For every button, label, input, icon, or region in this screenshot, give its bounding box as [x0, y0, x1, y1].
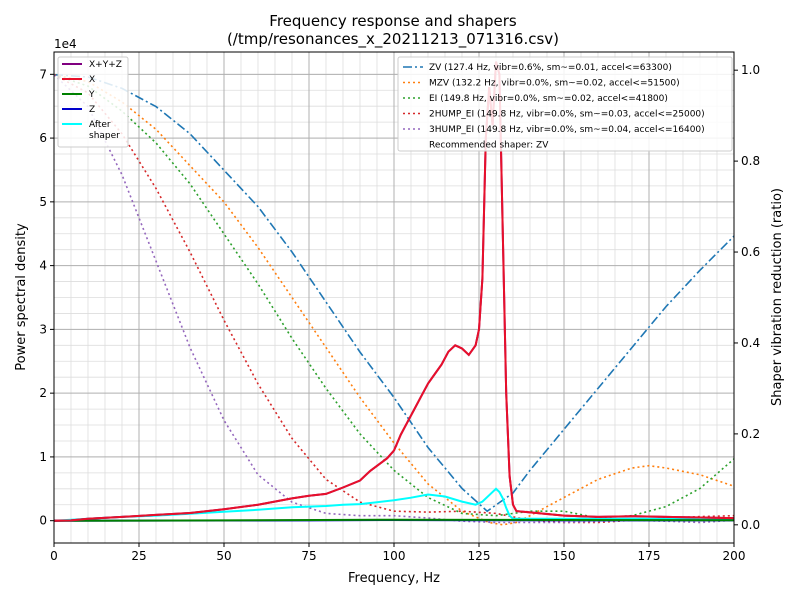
y-exponent-label: 1e4: [54, 37, 77, 51]
x-tick-label: 200: [723, 549, 746, 563]
y2-axis-label: Shaper vibration reduction (ratio): [770, 188, 785, 406]
psd-curve-4: [53, 487, 734, 522]
y-tick-label: 1: [39, 450, 47, 464]
y-axis-label: Power spectral density: [14, 223, 29, 371]
y-tick-label: 6: [39, 131, 47, 145]
psd-legend-label: X+Y+Z: [89, 60, 122, 70]
recommended-shaper-label: Recommended shaper: ZV: [429, 141, 549, 151]
psd-legend-label: X: [89, 75, 95, 85]
shaper-curve-3: [53, 73, 735, 524]
chart-title: Frequency response and shapers: [269, 12, 517, 30]
x-tick-label: 125: [468, 549, 491, 563]
shaper-legend-label: EI (149.8 Hz, vibr=0.0%, sm~=0.02, accel…: [429, 94, 668, 104]
shaper-curve-0: [53, 73, 735, 513]
x-axis-label: Frequency, Hz: [348, 571, 440, 586]
psd-legend-label: shaper: [89, 131, 120, 141]
y-tick-label: 4: [39, 259, 47, 273]
plot-curves: [53, 61, 735, 526]
chart-subtitle: (/tmp/resonances_x_20211213_071316.csv): [227, 30, 559, 49]
y2-tick-label: 1.0: [741, 63, 760, 77]
y-tick-label: 2: [39, 386, 47, 400]
shaper-curve-4: [53, 74, 735, 524]
shaper-legend-box: [397, 56, 733, 152]
shaper-legend-label: ZV (127.4 Hz, vibr=0.6%, sm~=0.01, accel…: [429, 63, 672, 73]
psd-curve-2: [53, 518, 735, 522]
y2-axis-ticks: 0.0 0.2 0.4 0.6 0.8 1.0: [734, 63, 760, 532]
x-tick-label: 75: [301, 549, 316, 563]
shaper-legend-label: MZV (132.2 Hz, vibr=0.0%, sm~=0.02, acce…: [429, 79, 680, 89]
y2-tick-label: 0.6: [741, 245, 760, 259]
y-tick-label: 3: [39, 322, 47, 336]
y2-tick-label: 0.8: [741, 154, 760, 168]
x-tick-label: 175: [638, 549, 661, 563]
y-axis-ticks: 0 1 2 3 4 5 6 7: [39, 67, 54, 528]
x-tick-label: 150: [553, 549, 576, 563]
x-tick-label: 0: [50, 549, 58, 563]
x-tick-label: 50: [216, 549, 231, 563]
psd-legend-label: After: [89, 120, 111, 130]
shaper-legend: ZV (127.4 Hz, vibr=0.6%, sm~=0.01, accel…: [397, 56, 733, 152]
x-tick-label: 25: [131, 549, 146, 563]
y-tick-label: 7: [39, 67, 47, 81]
y2-tick-label: 0.0: [741, 518, 760, 532]
shaper-legend-label: 2HUMP_EI (149.8 Hz, vibr=0.0%, sm~=0.03,…: [429, 110, 705, 120]
y-tick-label: 0: [39, 514, 47, 528]
grid: [53, 52, 735, 543]
psd-legend-label: Z: [89, 105, 95, 115]
y-tick-label: 5: [39, 195, 47, 209]
psd-curve-1: [53, 61, 735, 522]
psd-legend-label: Y: [88, 90, 95, 100]
x-axis-ticks: 0 25 50 75 100 125 150 175 200: [50, 543, 745, 563]
y2-tick-label: 0.2: [741, 427, 760, 441]
x-tick-label: 100: [383, 549, 406, 563]
shaper-legend-label: 3HUMP_EI (149.8 Hz, vibr=0.0%, sm~=0.04,…: [429, 125, 705, 135]
y2-tick-label: 0.4: [741, 336, 760, 350]
